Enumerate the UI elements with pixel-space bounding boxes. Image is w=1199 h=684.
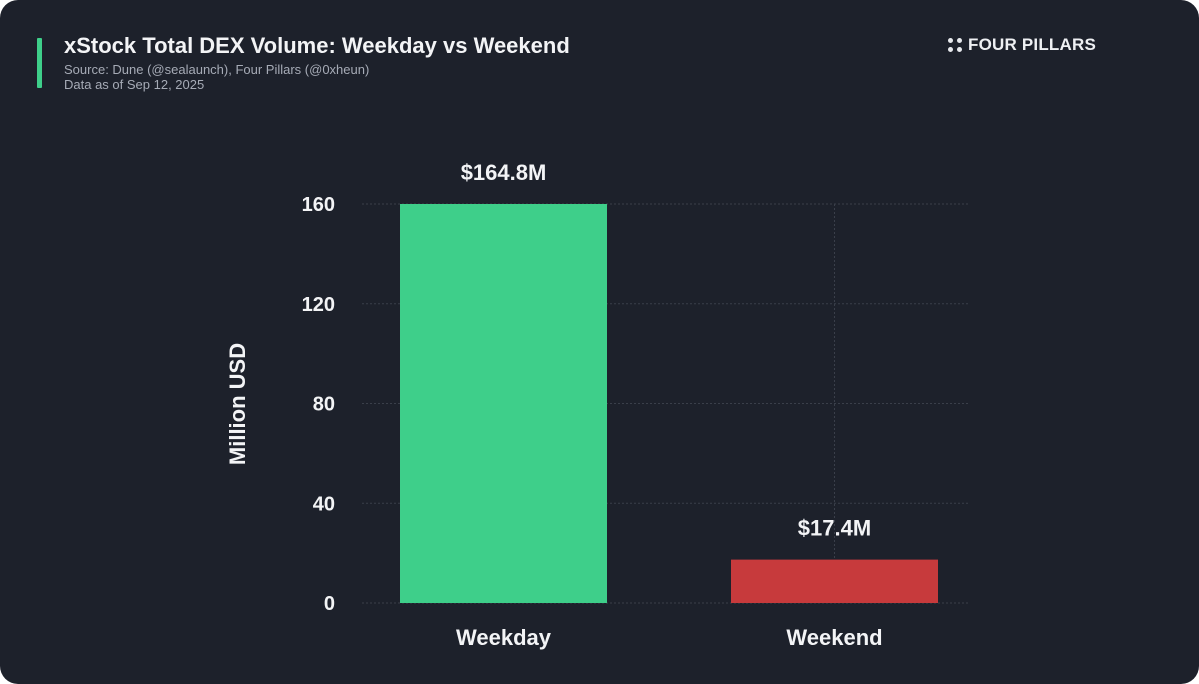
- y-tick-label: 40: [313, 493, 335, 515]
- bar-weekday: [400, 204, 607, 603]
- y-axis-title: Million USD: [225, 343, 250, 465]
- data-label-weekend: $17.4M: [798, 516, 871, 541]
- data-date-note: Data as of Sep 12, 2025: [64, 77, 205, 92]
- chart-title: xStock Total DEX Volume: Weekday vs Week…: [64, 33, 570, 58]
- labels: 0 40 80 120 160 $164.8M Weekday $17.4M Weekend Mi…: [225, 160, 883, 650]
- y-tick-label: 0: [324, 593, 335, 615]
- bars: [400, 204, 938, 603]
- x-tick-label-weekend: Weekend: [786, 625, 882, 650]
- y-tick-label: 80: [313, 394, 335, 416]
- four-dots-icon: [948, 38, 962, 52]
- brand-logo: FOUR PILLARS: [948, 35, 1096, 55]
- brand-name: FOUR PILLARS: [968, 35, 1097, 54]
- bar-weekend: [731, 559, 938, 603]
- data-label-weekday: $164.8M: [461, 160, 547, 185]
- y-tick-label: 160: [302, 194, 335, 216]
- title-accent-bar: [37, 38, 42, 88]
- source-note: Source: Dune (@sealaunch), Four Pillars …: [64, 62, 370, 77]
- y-tick-label: 120: [302, 294, 335, 316]
- x-tick-label-weekday: Weekday: [456, 625, 552, 650]
